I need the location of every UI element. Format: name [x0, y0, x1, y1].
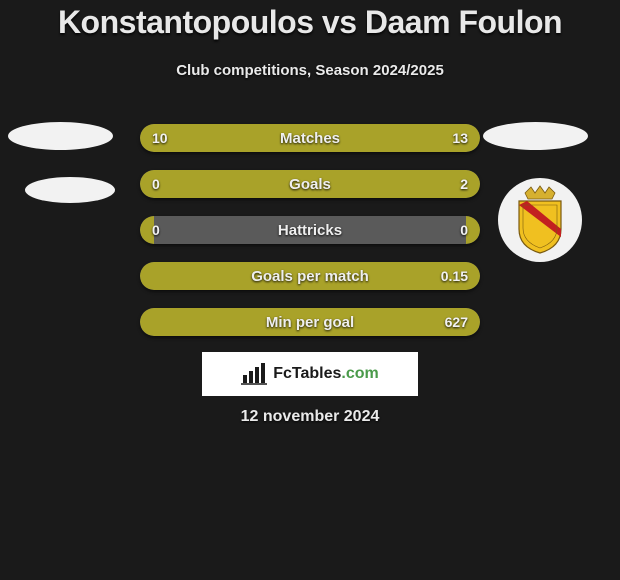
stat-fill-left — [140, 216, 154, 244]
bar-chart-icon — [241, 363, 267, 385]
branding-name: FcTables — [273, 365, 341, 382]
player-left-avatar-placeholder — [8, 122, 113, 150]
stat-fill-right — [154, 308, 480, 336]
stat-row-goals-per-match: Goals per match 0.15 — [140, 262, 480, 290]
player-right-club-crest — [498, 178, 582, 262]
page-title: Konstantopoulos vs Daam Foulon — [0, 4, 620, 41]
stat-row-matches: 10 Matches 13 — [140, 124, 480, 152]
footer-date: 12 november 2024 — [0, 408, 620, 426]
branding-box: FcTables.com — [202, 352, 418, 396]
stat-fill-right — [279, 124, 480, 152]
stat-row-goals: 0 Goals 2 — [140, 170, 480, 198]
stat-fill-right — [154, 262, 480, 290]
stat-bars: 10 Matches 13 0 Goals 2 0 Hattricks 0 Go… — [140, 124, 480, 354]
stat-fill-right — [466, 216, 480, 244]
stat-fill-left — [140, 124, 279, 152]
stat-fill-left — [140, 262, 154, 290]
stat-row-hattricks: 0 Hattricks 0 — [140, 216, 480, 244]
stat-fill-left — [140, 308, 154, 336]
page-subtitle: Club competitions, Season 2024/2025 — [0, 62, 620, 79]
player-right-avatar-placeholder — [483, 122, 588, 150]
branding-text: FcTables.com — [273, 365, 379, 383]
stat-fill-left — [140, 170, 154, 198]
stat-fill-right — [154, 170, 480, 198]
stat-row-min-per-goal: Min per goal 627 — [140, 308, 480, 336]
stat-label: Hattricks — [140, 216, 480, 244]
player-left-club-placeholder — [25, 177, 115, 203]
branding-suffix: .com — [341, 365, 378, 382]
comparison-infographic: Konstantopoulos vs Daam Foulon Club comp… — [0, 0, 620, 580]
club-crest-icon — [511, 185, 569, 255]
